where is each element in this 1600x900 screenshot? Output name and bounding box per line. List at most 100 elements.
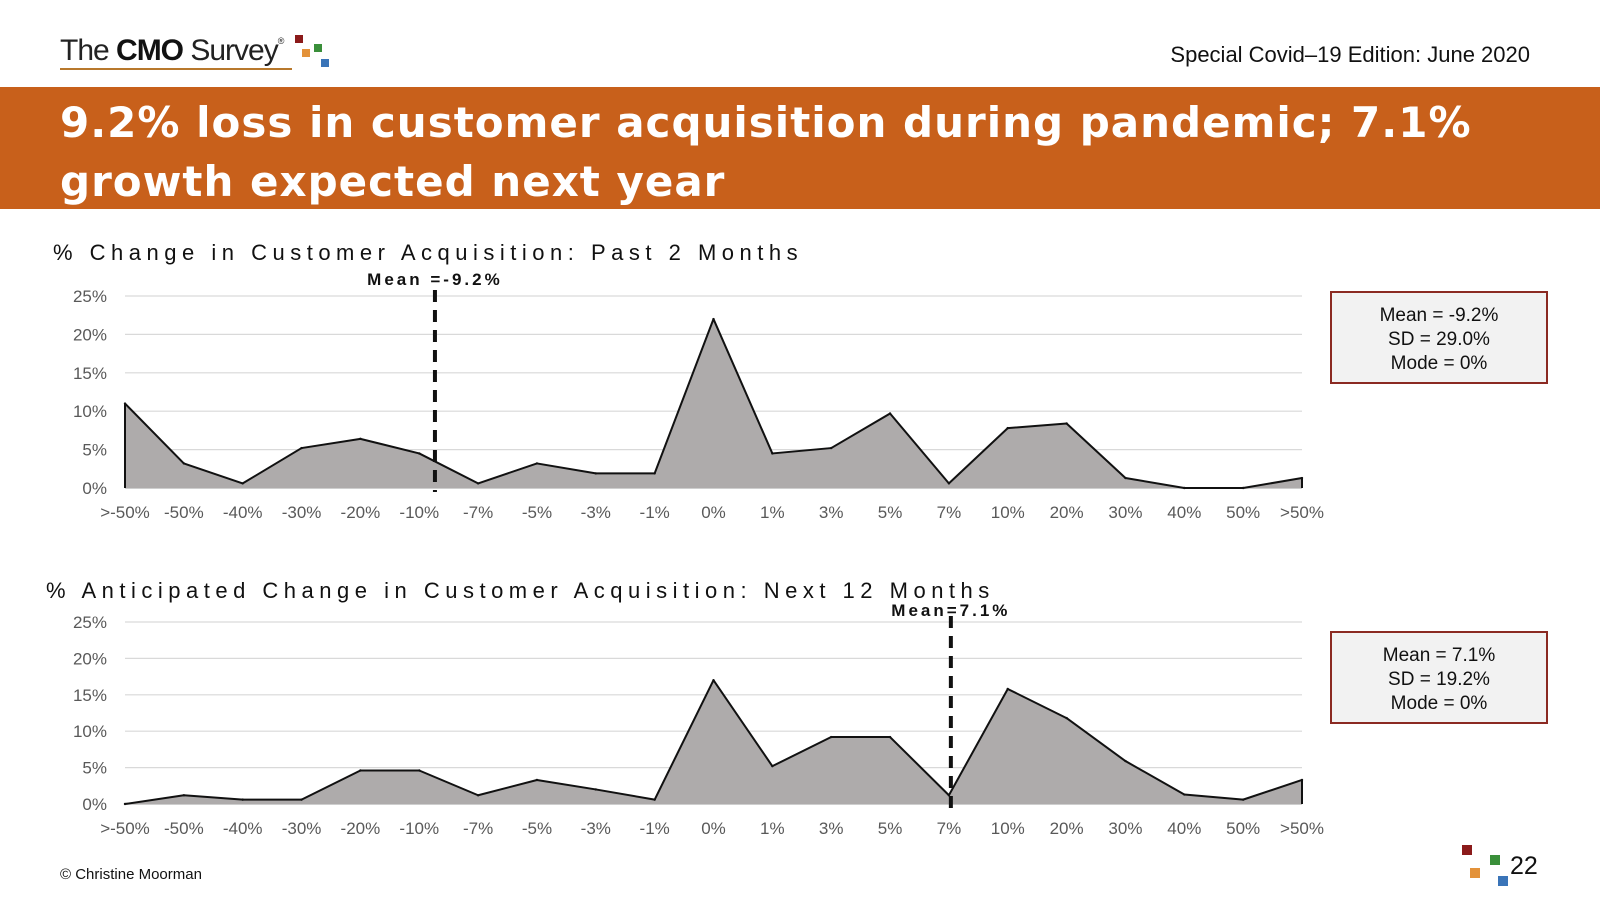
chart-1-data-point (300, 446, 303, 450)
chart-2-y-tick-label: 10% (73, 722, 107, 741)
chart-2-x-tick-label: 7% (937, 819, 962, 838)
page-title: 9.2% loss in customer acquisition during… (60, 98, 1472, 206)
chart-1-area (125, 319, 1302, 488)
copyright: © Christine Moorman (60, 866, 202, 883)
chart-2-data-point (182, 794, 186, 797)
chart-1-data-point (535, 462, 539, 465)
logo-square-green (314, 44, 322, 52)
chart-1-x-tick-label: 7% (937, 503, 962, 522)
chart-2-data-point (535, 778, 539, 782)
chart-1-stat-sd: SD = 29.0% (1388, 329, 1490, 350)
chart-2-y-tick-label: 5% (82, 759, 107, 778)
chart-2-x-tick-label: -1% (640, 819, 670, 838)
chart-2-data-point (1124, 759, 1127, 763)
chart-1-data-point (594, 472, 597, 475)
chart-1-y-tick-label: 15% (73, 364, 107, 383)
chart-1-x-tick-label: 30% (1108, 503, 1142, 522)
chart-2-y-tick-label: 25% (73, 613, 107, 632)
chart-1-data-point (1241, 486, 1245, 490)
chart-1-x-tick-label: -7% (463, 503, 493, 522)
chart-1-data-point (182, 462, 186, 465)
edition-label: Special Covid–19 Edition: June 2020 (1170, 42, 1530, 67)
footer-square-green (1490, 855, 1500, 865)
chart-2-area (125, 680, 1302, 804)
chart-2-data-point (1183, 793, 1186, 796)
chart-1-past-2-months: 0% 5% 10% 15% 20% 25% >-50% -50% -40% -30% -20% -10… (73, 270, 1324, 522)
chart-1-stats-box: Mean = -9.2% SD = 29.0% Mode = 0% (1330, 291, 1548, 384)
logo-square-orange (302, 49, 310, 57)
chart-2-stat-sd: SD = 19.2% (1388, 669, 1490, 690)
chart-2-x-tick-label: 40% (1167, 819, 1201, 838)
chart-2-x-tick-label: 10% (991, 819, 1025, 838)
chart-1-y-tick-label: 25% (73, 287, 107, 306)
chart-2-data-point (123, 802, 127, 806)
chart-1-data-point (418, 452, 421, 455)
chart-2-data-point (830, 735, 833, 739)
chart-1-y-tick-label: 0% (82, 479, 107, 498)
chart-1-x-tick-label: -3% (581, 503, 611, 522)
chart-1-data-point (947, 482, 951, 485)
chart-1-x-tick-label: 3% (819, 503, 844, 522)
chart-2-data-point (1300, 778, 1304, 782)
footer-square-red (1462, 845, 1472, 855)
chart-1-data-point (771, 452, 774, 455)
chart-2-x-tick-label: >-50% (100, 819, 150, 838)
chart-1-x-tick-label: -5% (522, 503, 552, 522)
chart-2-x-tick-label: -10% (399, 819, 439, 838)
logo-text: The CMO Survey® (60, 34, 284, 67)
chart-2-x-tick-label: 0% (701, 819, 726, 838)
chart-2-data-point (888, 735, 892, 739)
chart-2-data-point (418, 769, 421, 772)
chart-2-stat-mean: Mean = 7.1% (1382, 645, 1496, 666)
chart-1-mean-label: Mean =-9.2% (367, 270, 503, 289)
chart-1-y-tick-label: 5% (82, 441, 107, 460)
chart-2-data-point (1065, 716, 1068, 720)
chart-2-data-point (712, 679, 715, 682)
chart-2-x-tick-label: 50% (1226, 819, 1260, 838)
chart-1-stat-mode: Mode = 0% (1390, 353, 1488, 374)
chart-1-x-tick-label: -40% (223, 503, 263, 522)
chart-1-data-point (241, 482, 244, 485)
chart-2-x-tick-label: 30% (1108, 819, 1142, 838)
chart-1-data-point (1006, 426, 1009, 430)
chart-1-x-tick-label: >50% (1280, 503, 1324, 522)
chart-1-data-point (888, 412, 892, 415)
chart-1-x-tick-label: -20% (341, 503, 381, 522)
footer-square-orange (1470, 868, 1480, 878)
chart-2-x-tick-label: 5% (878, 819, 903, 838)
chart-1-x-tick-label: -30% (282, 503, 322, 522)
chart-1-x-tick-label: 0% (701, 503, 726, 522)
chart-1-data-point (123, 402, 127, 405)
chart-1-x-tick-label: -10% (399, 503, 439, 522)
chart-2-y-tick-label: 20% (73, 649, 107, 668)
chart-2-x-tick-label: -50% (164, 819, 204, 838)
chart-2-x-tick-label: -7% (463, 819, 493, 838)
chart-1-data-point (476, 482, 480, 485)
chart-2-next-12-months: 0% 5% 10% 15% 20% 25% >-50% -50% -40% -30% -20% -10… (73, 601, 1324, 838)
chart-1-x-tick-label: 10% (991, 503, 1025, 522)
chart-2-x-tick-label: -5% (522, 819, 552, 838)
chart-2-x-tick-label: -20% (341, 819, 381, 838)
chart-1-x-tick-label: 1% (760, 503, 785, 522)
chart-2-data-point (476, 794, 480, 797)
chart-1-data-point (830, 446, 833, 450)
chart-2-data-point (241, 798, 244, 801)
chart-1-data-point (653, 472, 656, 475)
chart-2-x-tick-label: -30% (282, 819, 322, 838)
chart-2-data-point (359, 769, 362, 772)
chart-1-data-point (1183, 486, 1186, 490)
logo-underline (60, 68, 292, 70)
chart-1-x-tick-label: 20% (1050, 503, 1084, 522)
chart-1-data-point (712, 317, 715, 321)
chart-2-title: % Anticipated Change in Customer Acquisi… (46, 578, 995, 603)
chart-1-data-point (1124, 476, 1127, 480)
chart-2-y-tick-label: 15% (73, 686, 107, 705)
footer-square-blue (1498, 876, 1508, 886)
chart-1-y-tick-label: 10% (73, 402, 107, 421)
chart-1-x-tick-label: 50% (1226, 503, 1260, 522)
chart-1-data-point (1065, 422, 1068, 425)
page-number: 22 (1510, 852, 1538, 880)
chart-1-data-point (359, 437, 362, 441)
chart-1-title: % Change in Customer Acquisition: Past 2… (53, 240, 804, 265)
chart-1-stat-mean: Mean = -9.2% (1379, 305, 1499, 326)
